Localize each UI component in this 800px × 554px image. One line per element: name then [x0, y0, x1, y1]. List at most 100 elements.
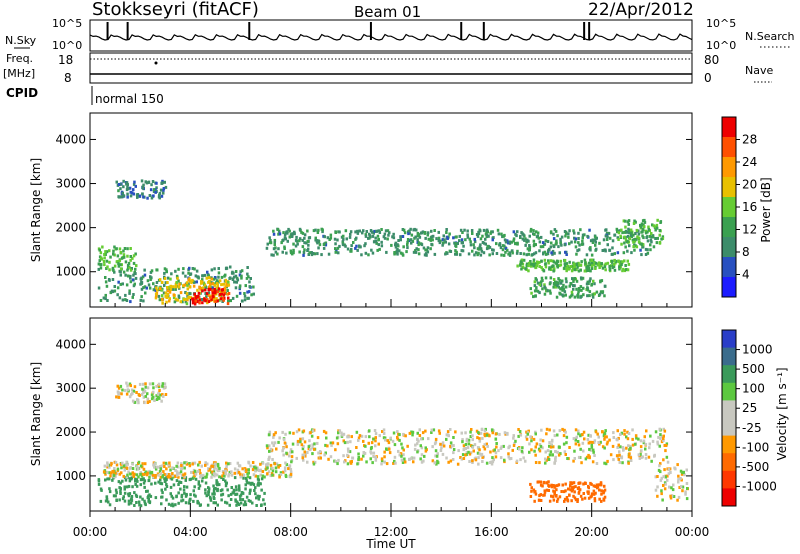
data-cell — [147, 499, 150, 503]
data-cell — [684, 492, 687, 496]
data-cell — [301, 245, 305, 249]
data-cell — [212, 484, 215, 488]
data-cell — [678, 486, 681, 489]
data-cell — [194, 274, 198, 278]
data-cell — [556, 433, 559, 437]
data-cell — [563, 243, 567, 247]
data-cell — [247, 499, 251, 503]
data-cell — [150, 183, 153, 187]
data-cell — [627, 222, 630, 226]
data-cell — [121, 497, 125, 501]
data-cell — [465, 451, 469, 455]
data-cell — [501, 235, 504, 239]
data-cell — [622, 267, 625, 271]
data-cell — [296, 439, 300, 443]
data-cell — [111, 474, 114, 478]
data-cell — [220, 498, 223, 502]
data-cell — [205, 292, 209, 296]
data-cell — [560, 235, 564, 239]
data-cell — [128, 466, 132, 470]
data-cell — [602, 238, 606, 242]
data-cell — [544, 262, 547, 266]
colorbar-tick-label: -100 — [742, 440, 769, 454]
data-cell — [553, 251, 556, 255]
data-cell — [180, 499, 183, 503]
data-cell — [224, 469, 227, 473]
data-cell — [656, 218, 659, 222]
data-cell — [572, 481, 576, 485]
colorbar-frame — [721, 329, 737, 507]
data-cell — [529, 287, 532, 291]
data-cell — [530, 448, 533, 452]
data-cell — [152, 188, 156, 192]
data-cell — [162, 394, 165, 398]
data-cell — [119, 251, 123, 254]
data-cell — [134, 252, 137, 256]
data-cell — [185, 292, 189, 296]
data-cell — [391, 439, 395, 443]
data-cell — [381, 430, 384, 433]
data-cell — [577, 290, 580, 294]
data-cell — [418, 428, 421, 432]
data-cell — [547, 480, 550, 484]
data-cell — [220, 275, 224, 279]
data-cell — [162, 470, 165, 474]
data-cell — [211, 286, 214, 290]
data-cell — [562, 442, 566, 446]
data-cell — [283, 233, 287, 237]
data-cell — [97, 479, 101, 483]
data-cell — [177, 294, 181, 298]
data-cell — [104, 472, 107, 476]
data-cell — [370, 451, 373, 455]
data-cell — [320, 253, 323, 257]
data-cell — [470, 428, 473, 431]
data-cell — [300, 230, 303, 234]
data-cell — [661, 498, 664, 502]
data-cell — [500, 445, 503, 449]
colorbar-swatch — [722, 237, 736, 258]
data-cell — [147, 283, 151, 287]
data-cell — [454, 244, 458, 248]
data-cell — [119, 267, 123, 271]
data-cell — [571, 277, 574, 281]
data-cell — [502, 234, 505, 238]
data-cell — [462, 448, 465, 452]
data-cell — [290, 460, 293, 464]
data-cell — [598, 261, 601, 265]
data-cell — [372, 437, 375, 441]
data-cell — [603, 431, 606, 435]
data-cell — [169, 468, 172, 472]
data-cell — [672, 483, 675, 487]
data-cell — [327, 252, 331, 256]
data-cell — [169, 473, 173, 477]
data-cell — [534, 266, 537, 270]
data-cell — [317, 239, 320, 243]
data-cell — [554, 455, 557, 459]
data-cell — [163, 382, 167, 386]
data-cell — [452, 444, 455, 447]
data-cell — [538, 498, 541, 502]
data-cell — [196, 501, 199, 505]
data-cell — [634, 434, 638, 438]
data-cell — [460, 241, 464, 245]
data-cell — [533, 499, 536, 503]
data-cell — [139, 298, 142, 302]
data-cell — [129, 274, 132, 278]
data-cell — [658, 229, 662, 232]
data-cell — [138, 194, 142, 198]
data-cell — [209, 287, 212, 291]
data-cell — [548, 247, 551, 251]
data-cell — [119, 273, 122, 277]
data-cell — [218, 292, 222, 296]
data-cell — [585, 455, 589, 459]
data-cell — [570, 240, 573, 244]
data-cell — [174, 285, 177, 289]
data-cell — [540, 276, 544, 280]
data-cell — [641, 245, 645, 249]
data-cell — [180, 474, 184, 477]
data-cell — [548, 289, 552, 293]
data-cell — [574, 442, 578, 446]
data-cell — [641, 243, 645, 247]
data-cell — [533, 449, 536, 453]
